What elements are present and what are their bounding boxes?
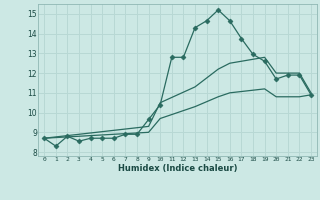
X-axis label: Humidex (Indice chaleur): Humidex (Indice chaleur): [118, 164, 237, 173]
